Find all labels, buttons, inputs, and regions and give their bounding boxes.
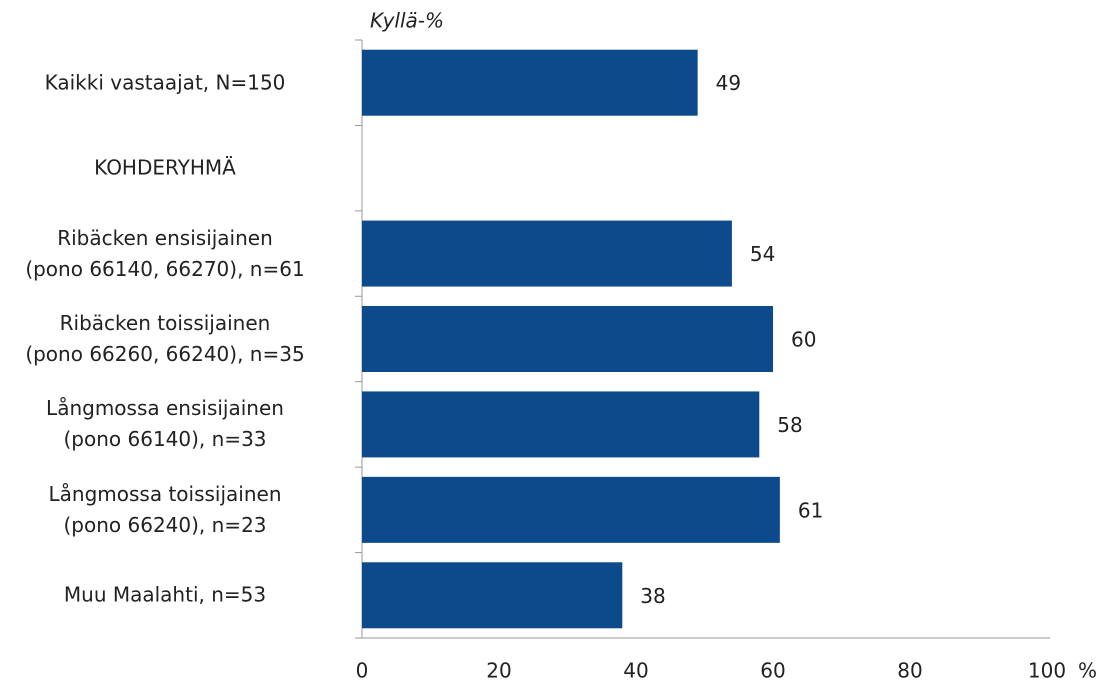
value-label: 38 — [640, 584, 665, 608]
x-tick-label: 100 — [1028, 659, 1066, 683]
value-label: 61 — [798, 498, 823, 522]
x-unit: % — [1078, 659, 1097, 683]
y-tick-label: Långmossa toissijainen (pono 66240), n=2… — [48, 481, 282, 537]
value-label: 60 — [791, 328, 816, 352]
bar — [362, 562, 623, 629]
bar — [362, 476, 780, 543]
bar — [362, 391, 760, 458]
x-tick-label: 80 — [897, 659, 922, 683]
y-axis-title: Kyllä-% — [370, 9, 444, 33]
y-tick-label: Långmossa ensisijainen (pono 66140), n=3… — [46, 396, 284, 452]
x-tick-label: 20 — [486, 659, 511, 683]
x-tick-label: 60 — [760, 659, 785, 683]
y-tick-label: Ribäcken ensisijainen (pono 66140, 66270… — [25, 225, 305, 281]
y-tick-label: Kaikki vastaajat, N=150 — [44, 70, 286, 95]
y-tick-label: KOHDERYHMÄ — [94, 155, 236, 180]
x-tick-label: 40 — [623, 659, 648, 683]
bar — [362, 220, 732, 287]
bar — [362, 306, 773, 372]
value-label: 49 — [716, 71, 741, 95]
value-label: 54 — [750, 242, 775, 266]
y-tick-label: Muu Maalahti, n=53 — [63, 582, 267, 607]
value-label: 58 — [777, 413, 802, 437]
bar — [362, 49, 698, 116]
x-tick-label: 0 — [356, 659, 369, 683]
y-tick-label: Ribäcken toissijainen (pono 66260, 66240… — [25, 311, 305, 366]
